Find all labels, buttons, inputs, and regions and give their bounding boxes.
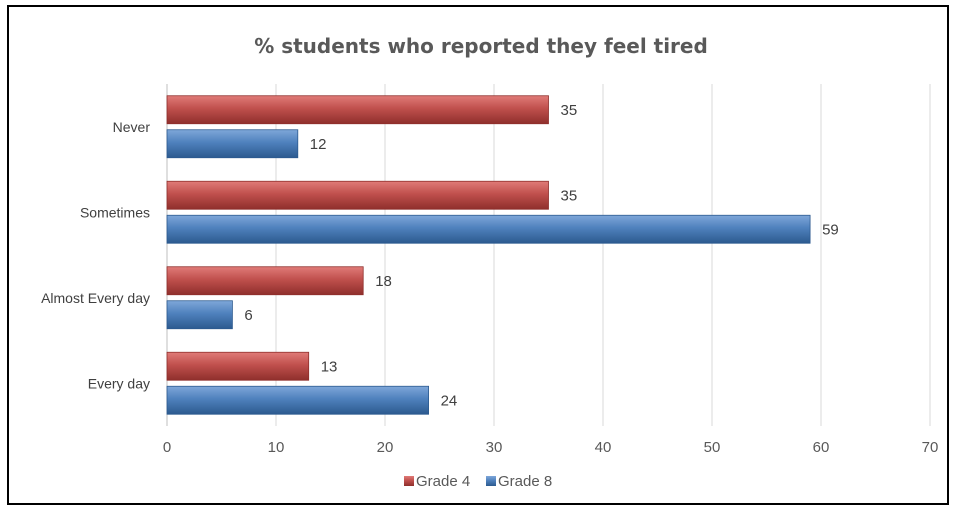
data-label-grade-4-every-day: 13 xyxy=(321,358,338,375)
x-tick-label-0: 0 xyxy=(163,439,171,456)
x-tick-label-60: 60 xyxy=(813,439,830,456)
data-label-grade-8-sometimes: 59 xyxy=(822,221,839,238)
data-label-grade-8-almost-every-day: 6 xyxy=(244,307,252,324)
bar-grade-4-every-day xyxy=(166,351,310,381)
data-label-grade-8-never: 12 xyxy=(310,136,327,153)
data-label-grade-4-almost-every-day: 18 xyxy=(375,273,392,290)
x-tick-label-40: 40 xyxy=(595,439,612,456)
category-label-every-day: Every day xyxy=(88,375,150,391)
chart-title: % students who reported they feel tired xyxy=(254,34,708,58)
legend: Grade 4 Grade 8 xyxy=(404,473,552,490)
category-label-sometimes: Sometimes xyxy=(80,204,150,220)
x-tick-label-50: 50 xyxy=(704,439,721,456)
x-tick-label-10: 10 xyxy=(268,439,285,456)
data-label-grade-8-every-day: 24 xyxy=(441,392,458,409)
legend-swatch-grade-4 xyxy=(404,476,414,486)
category-label-never: Never xyxy=(113,119,151,135)
x-tick-label-70: 70 xyxy=(922,439,939,456)
bar-grade-8-every-day xyxy=(166,385,430,415)
x-axis-ticks: 0 10 20 30 40 50 60 70 xyxy=(163,439,939,456)
category-labels: Never Sometimes Almost Every day Every day xyxy=(41,119,150,392)
category-label-almost-every-day: Almost Every day xyxy=(41,290,150,306)
bar-grade-4-sometimes xyxy=(166,180,549,210)
legend-label-grade-4: Grade 4 xyxy=(416,473,470,490)
x-tick-label-30: 30 xyxy=(486,439,503,456)
bar-grade-8-almost-every-day xyxy=(166,300,233,330)
bar-grade-8-never xyxy=(166,129,299,159)
chart-frame xyxy=(7,5,949,505)
data-label-grade-4-never: 35 xyxy=(561,102,578,119)
data-labels: 35 12 35 59 18 6 13 24 xyxy=(244,102,838,410)
legend-label-grade-8: Grade 8 xyxy=(498,473,552,490)
bar-grade-8-sometimes xyxy=(166,214,811,244)
bar-grade-4-almost-every-day xyxy=(166,266,364,296)
x-tick-label-20: 20 xyxy=(377,439,394,456)
data-label-grade-4-sometimes: 35 xyxy=(561,187,578,204)
legend-swatch-grade-8 xyxy=(486,476,496,486)
bar-grade-4-never xyxy=(166,95,549,125)
bars xyxy=(166,95,811,415)
